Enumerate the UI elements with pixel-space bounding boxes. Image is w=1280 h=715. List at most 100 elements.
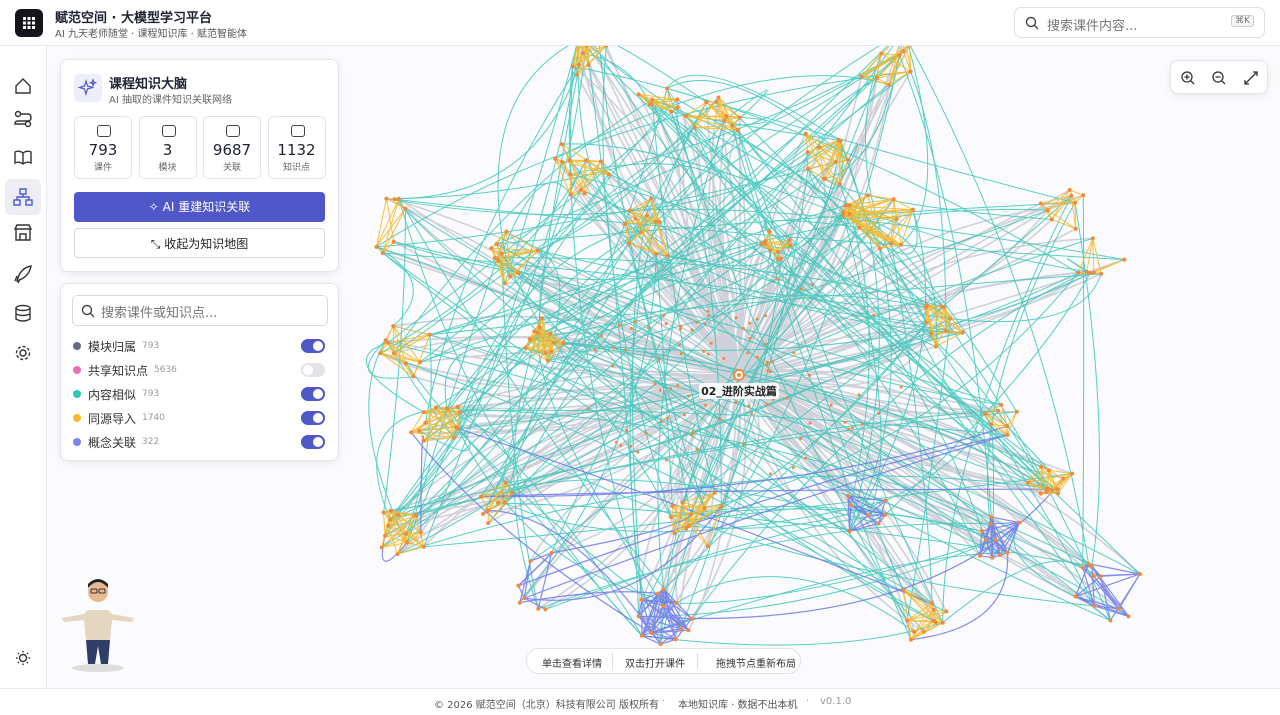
node (1126, 614, 1131, 619)
toggle[interactable] (301, 339, 325, 353)
edge (910, 620, 934, 641)
toggle-knob (303, 365, 313, 375)
collapse-button[interactable]: ⤡ 收起为知识地图 (74, 228, 325, 258)
node (536, 606, 541, 611)
node (675, 97, 680, 102)
edge (641, 635, 661, 645)
database-icon[interactable] (15, 304, 31, 322)
edge (1092, 238, 1095, 273)
edge (935, 332, 963, 347)
assistant-avatar[interactable] (58, 570, 138, 675)
edge (850, 504, 886, 516)
node (883, 498, 888, 503)
edge (847, 495, 869, 516)
edge (1047, 189, 1071, 211)
edge (545, 351, 740, 378)
rocket-icon[interactable] (14, 265, 32, 284)
edge (529, 339, 564, 344)
node (750, 412, 754, 416)
edge (423, 411, 461, 442)
node (843, 203, 848, 208)
edge (635, 198, 652, 219)
search-box[interactable]: 搜索课件内容... ⌘K (1014, 7, 1265, 38)
edge (638, 615, 682, 630)
edge (1100, 576, 1111, 621)
edge (506, 231, 539, 251)
edge (381, 541, 407, 548)
zoom-controls (1170, 60, 1268, 94)
edge (864, 53, 927, 323)
edge (867, 195, 881, 249)
edge (382, 252, 951, 320)
edge (580, 189, 937, 347)
local-note: 本地知识库 · 数据不出本机 (678, 700, 798, 711)
node (649, 630, 654, 635)
node (684, 526, 689, 531)
toggle[interactable] (301, 363, 325, 377)
edge (769, 231, 782, 259)
filter-search[interactable]: 搜索课件或知识点... (72, 295, 328, 326)
node (646, 326, 650, 330)
toggle[interactable] (301, 411, 325, 425)
fit-view[interactable] (1244, 71, 1258, 85)
settings-icon[interactable] (15, 345, 31, 361)
edge (903, 589, 944, 624)
zoom-in[interactable] (1181, 71, 1195, 85)
node (657, 357, 661, 361)
store-icon[interactable] (13, 224, 33, 241)
edge (576, 46, 580, 75)
node (799, 287, 803, 291)
logo[interactable] (15, 9, 43, 37)
edge (997, 410, 1008, 436)
node (847, 203, 852, 208)
filter-label: 概念关联 (88, 436, 137, 450)
edge (849, 194, 869, 206)
edge (676, 99, 945, 308)
toggle[interactable] (301, 387, 325, 401)
hint-bar: 单击查看详情 双击打开课件 拖拽节点重新布局 (526, 648, 801, 674)
node (1025, 480, 1030, 485)
node (857, 393, 861, 397)
theme-toggle[interactable] (16, 651, 30, 665)
toggle[interactable] (301, 435, 325, 449)
node (623, 348, 627, 352)
edge (655, 253, 673, 506)
edge (600, 161, 927, 323)
edge (986, 202, 1076, 524)
book-icon[interactable] (14, 150, 32, 165)
edge (379, 342, 389, 354)
knowledge-graph[interactable]: 02_进阶实战篇 (47, 46, 1280, 688)
node (546, 358, 551, 363)
edge (523, 560, 532, 599)
edge (487, 502, 506, 524)
edge (666, 74, 841, 142)
edge (991, 516, 1020, 524)
node (1070, 471, 1075, 476)
edge (738, 374, 933, 604)
panel-subtitle: AI 抽取的课件知识关联网络 (109, 95, 232, 106)
rebuild-button[interactable]: ✧ AI 重建知识关联 (74, 192, 325, 222)
edge (641, 599, 682, 630)
edge (638, 615, 677, 640)
edge (979, 555, 993, 559)
edge (480, 491, 513, 497)
node (706, 309, 710, 313)
edge (375, 198, 387, 247)
edge (446, 408, 457, 428)
zoom-out[interactable] (1212, 71, 1226, 85)
flow-icon[interactable] (14, 110, 32, 128)
edge (990, 521, 1020, 525)
node (380, 251, 385, 256)
node (857, 225, 862, 230)
node (988, 521, 993, 526)
filter-count: 793 (142, 341, 160, 351)
edge (480, 482, 507, 497)
edge (537, 250, 963, 334)
edge (890, 199, 895, 244)
edge (381, 515, 416, 548)
node (872, 313, 876, 317)
home-icon[interactable] (15, 78, 31, 94)
edge (382, 252, 933, 604)
node (670, 503, 675, 508)
toggle-knob (313, 413, 323, 423)
